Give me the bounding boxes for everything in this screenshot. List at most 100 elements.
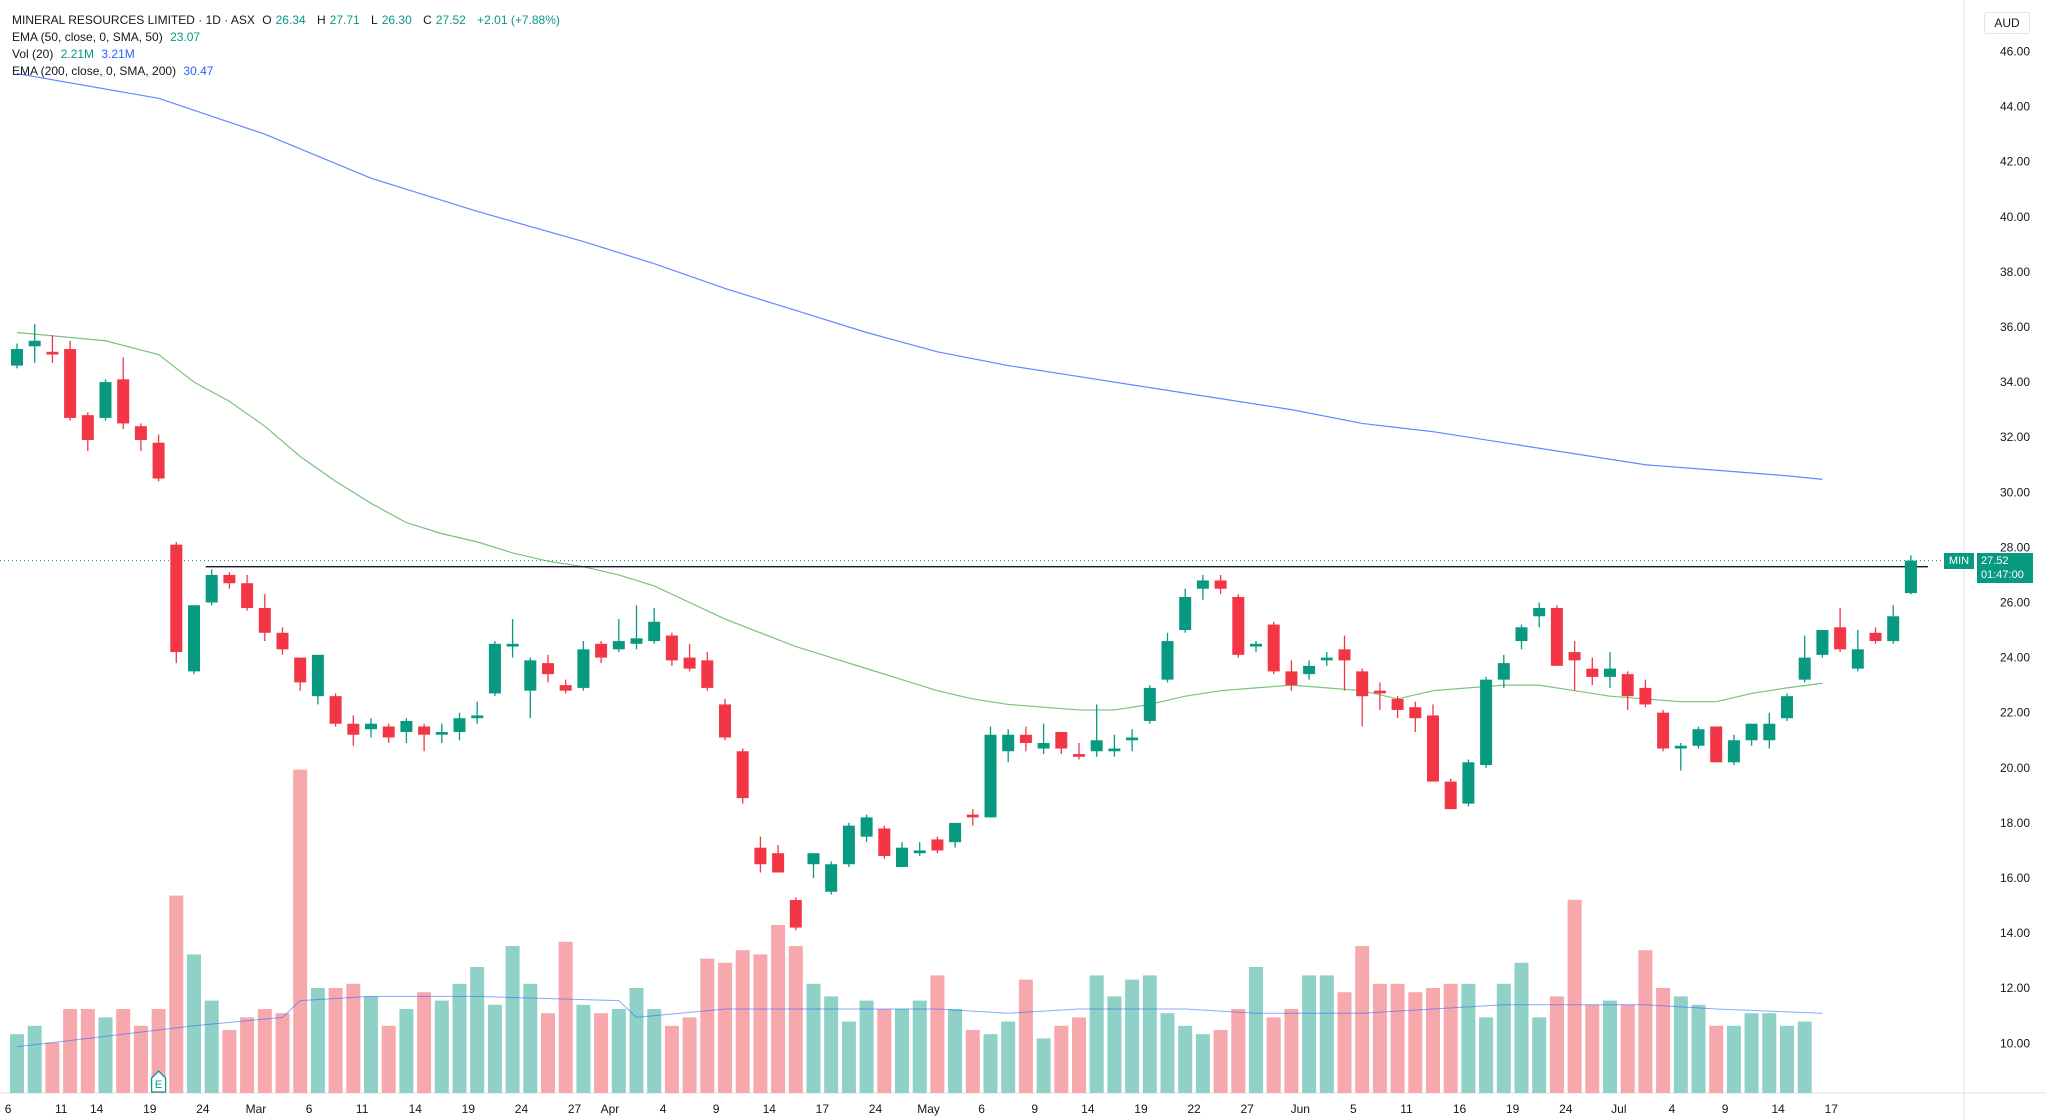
legend-volume-row[interactable]: Vol (20) 2.21M 3.21M bbox=[12, 46, 564, 63]
price-tick-label: 44.00 bbox=[2000, 100, 2030, 114]
candle bbox=[1303, 660, 1316, 680]
date-tick-label: 17 bbox=[1825, 1102, 1839, 1116]
candle-body bbox=[471, 715, 484, 719]
volume-bar bbox=[541, 1013, 555, 1093]
volume-bar bbox=[98, 1017, 113, 1093]
price-axis: 46.00 44.00 42.00 40.00 38.00 36.00 34.00 32.00… bbox=[2000, 45, 2030, 1051]
candle bbox=[665, 632, 678, 666]
candle-body bbox=[807, 853, 820, 865]
date-tick-label: 14 bbox=[763, 1102, 777, 1116]
candle-body bbox=[984, 734, 997, 818]
candle-body bbox=[860, 817, 873, 837]
date-tick-label: Mar bbox=[246, 1102, 267, 1116]
currency-button[interactable]: AUD bbox=[1984, 12, 2030, 34]
volume-bar bbox=[1195, 1034, 1210, 1093]
volume-bar bbox=[1089, 975, 1104, 1093]
candle bbox=[1621, 671, 1634, 710]
volume-bar bbox=[948, 1009, 963, 1093]
candle bbox=[329, 693, 342, 727]
ema50-line bbox=[16, 331, 1823, 711]
date-tick-label: Jul bbox=[1611, 1102, 1626, 1116]
candle bbox=[1002, 729, 1015, 763]
candle-body bbox=[488, 643, 501, 694]
candle bbox=[205, 569, 218, 606]
candle-body bbox=[1745, 723, 1758, 741]
close-value: 27.52 bbox=[435, 13, 466, 27]
last-price-tag: 27.52 01:47:00 bbox=[1977, 553, 2033, 583]
candle-body bbox=[205, 574, 218, 603]
date-tick-label: 27 bbox=[568, 1102, 582, 1116]
candle bbox=[1179, 588, 1192, 633]
date-tick-label: 4 bbox=[660, 1102, 667, 1116]
date-tick-label: 9 bbox=[1722, 1102, 1729, 1116]
volume-bar bbox=[10, 1034, 24, 1093]
candle-body bbox=[878, 828, 891, 856]
candle-body bbox=[1073, 754, 1085, 757]
candle-body bbox=[754, 847, 767, 865]
symbol-title[interactable]: MINERAL RESOURCES LIMITED · 1D · ASX bbox=[12, 13, 255, 27]
candle-body bbox=[11, 349, 23, 366]
price-tick-label: 32.00 bbox=[2000, 430, 2030, 444]
candle-body bbox=[1515, 627, 1528, 642]
candle bbox=[258, 594, 271, 642]
candle-body bbox=[736, 751, 749, 799]
date-tick-label: 17 bbox=[816, 1102, 830, 1116]
candle-body bbox=[418, 726, 431, 735]
volume-bar bbox=[1107, 996, 1122, 1093]
volume-bar bbox=[523, 983, 538, 1093]
candle bbox=[1161, 632, 1174, 683]
candle bbox=[382, 723, 395, 744]
date-tick-label: 16 bbox=[1453, 1102, 1467, 1116]
volume-bar bbox=[1390, 983, 1405, 1093]
candle bbox=[524, 657, 537, 719]
volume-bar bbox=[611, 1009, 626, 1093]
candle-body bbox=[1586, 668, 1599, 677]
candle-body bbox=[825, 864, 838, 892]
candle bbox=[99, 379, 112, 421]
candles bbox=[11, 324, 1917, 931]
candle-body bbox=[1055, 731, 1068, 749]
legend-ema50-row[interactable]: EMA (50, close, 0, SMA, 50) 23.07 bbox=[12, 29, 564, 46]
volume-bar bbox=[1797, 1021, 1812, 1093]
volume-bar bbox=[1072, 1017, 1086, 1093]
candle-body bbox=[241, 583, 254, 609]
legend-ema200-row[interactable]: EMA (200, close, 0, SMA, 200) 30.47 bbox=[12, 63, 564, 80]
candle-body bbox=[382, 726, 395, 738]
candle bbox=[1338, 635, 1351, 691]
volume-bar bbox=[1178, 1025, 1193, 1093]
volume-bar bbox=[399, 1009, 414, 1093]
candle bbox=[81, 412, 94, 451]
candle bbox=[1250, 641, 1262, 653]
volume-bar bbox=[1585, 1004, 1600, 1093]
candle-body bbox=[1904, 560, 1917, 594]
candle bbox=[648, 608, 661, 644]
volume-bar bbox=[222, 1030, 237, 1093]
bar-countdown: 01:47:00 bbox=[1981, 569, 2024, 581]
candle bbox=[1515, 624, 1528, 650]
volume-bar bbox=[1780, 1025, 1794, 1093]
candle-body bbox=[1409, 707, 1422, 719]
date-tick-label: 14 bbox=[1081, 1102, 1095, 1116]
candle bbox=[1196, 574, 1209, 600]
volume-bar bbox=[1266, 1017, 1281, 1093]
date-tick-label: 6 bbox=[5, 1102, 12, 1116]
candle-body bbox=[1196, 580, 1209, 589]
volume-bar bbox=[1355, 946, 1370, 1093]
volume-bar bbox=[664, 1025, 679, 1093]
candle bbox=[1710, 726, 1723, 763]
change-value: +2.01 (+7.88%) bbox=[477, 13, 560, 27]
candle-body bbox=[1037, 743, 1050, 749]
date-tick-label: Jun bbox=[1291, 1102, 1310, 1116]
volume-bar bbox=[735, 950, 750, 1093]
candle-body bbox=[1568, 652, 1581, 661]
volume-bar bbox=[1496, 983, 1511, 1093]
volume-bar bbox=[434, 1000, 449, 1093]
high-value: 27.71 bbox=[329, 13, 360, 27]
volume-bar bbox=[930, 975, 945, 1093]
candle-body bbox=[665, 635, 678, 661]
volume-bar bbox=[1638, 950, 1653, 1093]
volume-bar bbox=[505, 946, 520, 1093]
candle bbox=[1267, 621, 1280, 675]
candle bbox=[1126, 729, 1139, 752]
